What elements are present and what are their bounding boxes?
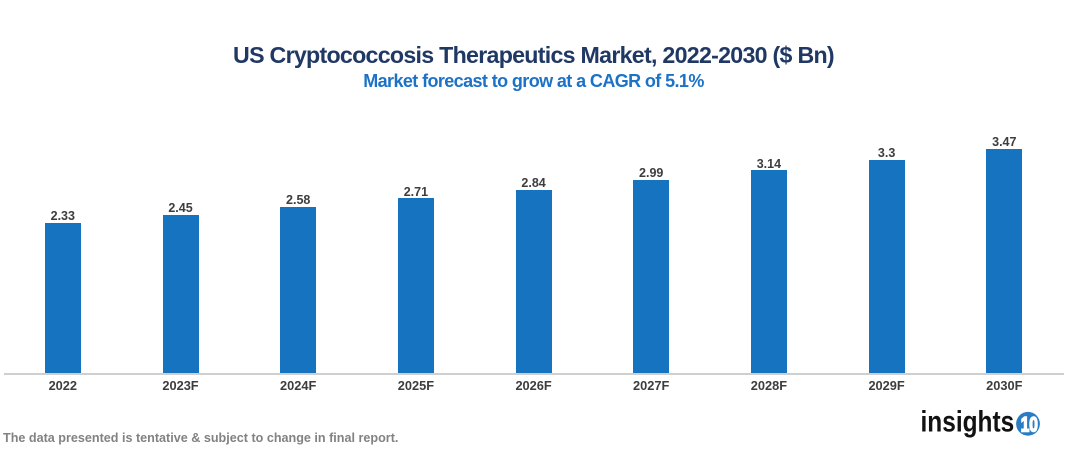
- svg-text:insights: insights: [921, 404, 1015, 438]
- svg-text:10: 10: [1021, 412, 1038, 436]
